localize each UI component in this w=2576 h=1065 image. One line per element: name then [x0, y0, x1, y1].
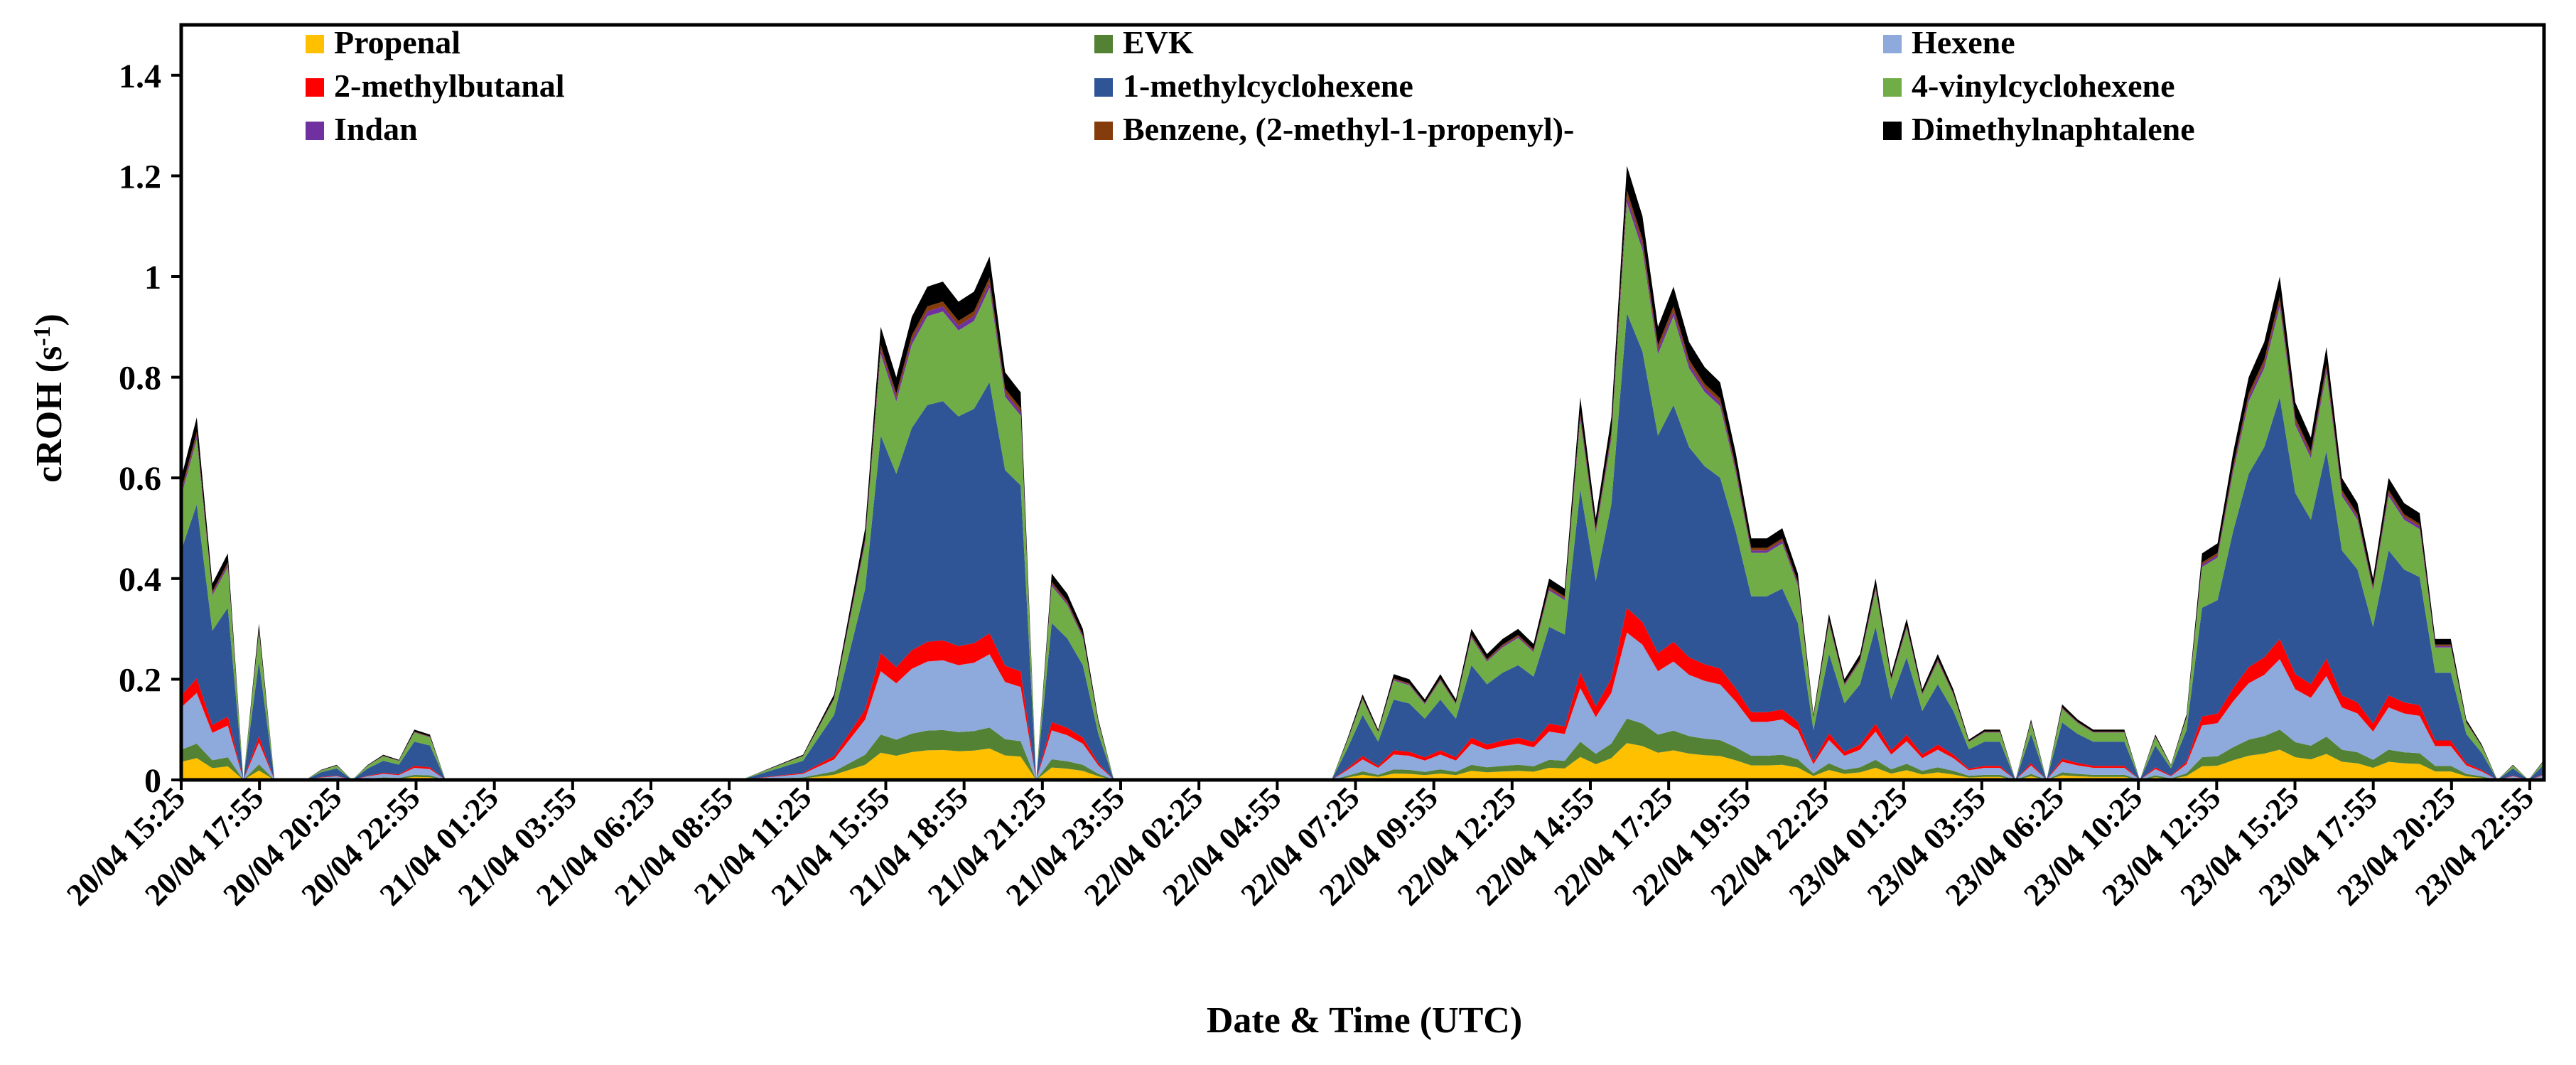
- legend-item: 1-methylcyclohexene: [1094, 68, 1413, 104]
- legend-swatch: [306, 122, 324, 140]
- legend-item: EVK: [1094, 24, 1194, 60]
- y-tick-label: 0: [144, 762, 161, 800]
- legend-swatch: [1094, 35, 1113, 53]
- y-tick-label: 0.4: [119, 561, 161, 599]
- y-axis: 0 0.2 0.4 0.6 0.8 1 1.2 1.4: [119, 58, 181, 800]
- legend-item: Propenal: [306, 24, 460, 60]
- stacked-areas: [181, 166, 2544, 781]
- legend-item: 2-methylbutanal: [306, 68, 565, 104]
- y-tick-label: 1.2: [119, 158, 161, 196]
- y-axis-title: cROH (s-1): [29, 314, 70, 483]
- y-tick-label: 0.8: [119, 360, 161, 397]
- legend-item: Indan: [306, 111, 418, 147]
- legend-item: Benzene, (2-methyl-1-propenyl)-: [1094, 111, 1574, 147]
- legend-swatch: [1094, 122, 1113, 140]
- legend-label: Benzene, (2-methyl-1-propenyl)-: [1123, 111, 1574, 147]
- legend-label: Hexene: [1912, 24, 2015, 60]
- legend-label: EVK: [1123, 24, 1194, 60]
- y-tick-label: 1: [144, 259, 161, 296]
- legend-label: Dimethylnaphtalene: [1912, 111, 2195, 147]
- legend-swatch: [1883, 35, 1902, 53]
- legend-label: Indan: [334, 111, 418, 147]
- legend-label: 1-methylcyclohexene: [1123, 68, 1413, 104]
- legend-item: Dimethylnaphtalene: [1883, 111, 2195, 147]
- y-axis-title-close: ): [29, 314, 70, 326]
- legend-item: 4-vinylcyclohexene: [1883, 68, 2175, 104]
- legend-item: Hexene: [1883, 24, 2015, 60]
- y-axis-title-sup: -1: [29, 326, 55, 346]
- y-tick-label: 0.6: [119, 460, 161, 498]
- y-axis-title-main: cROH (s: [29, 346, 70, 483]
- area-propenal: [181, 743, 2544, 780]
- legend: Propenal EVK Hexene 2-methylbutanal 1-methyl…: [306, 24, 2195, 147]
- legend-swatch: [1094, 78, 1113, 97]
- x-axis-title: Date & Time (UTC): [1207, 1000, 1522, 1041]
- legend-swatch: [306, 35, 324, 53]
- legend-label: 2-methylbutanal: [334, 68, 565, 104]
- legend-label: 4-vinylcyclohexene: [1912, 68, 2175, 104]
- legend-swatch: [1883, 122, 1902, 140]
- plot-frame: [179, 23, 2546, 782]
- y-tick-label: 0.2: [119, 661, 161, 699]
- legend-swatch: [1883, 78, 1902, 97]
- y-tick-label: 1.4: [119, 58, 161, 95]
- legend-swatch: [306, 78, 324, 97]
- legend-label: Propenal: [334, 24, 460, 60]
